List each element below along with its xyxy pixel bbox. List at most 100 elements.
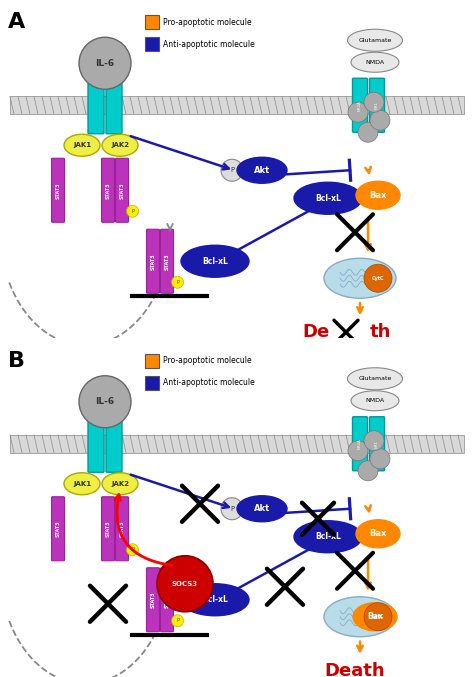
Text: JAK2: JAK2	[111, 142, 129, 148]
Text: P: P	[131, 209, 134, 214]
Text: P: P	[230, 506, 234, 512]
Text: STAT3: STAT3	[106, 521, 110, 537]
FancyBboxPatch shape	[353, 79, 367, 132]
Circle shape	[348, 102, 368, 123]
Text: Pro-apoptotic molecule: Pro-apoptotic molecule	[163, 356, 252, 366]
Text: NR1: NR1	[375, 102, 379, 109]
Text: Bcl-xL: Bcl-xL	[315, 194, 341, 202]
Circle shape	[221, 159, 243, 181]
Ellipse shape	[356, 181, 400, 209]
Circle shape	[370, 110, 390, 130]
Text: STAT3: STAT3	[151, 592, 155, 608]
Text: NR1: NR1	[375, 440, 379, 447]
Circle shape	[79, 37, 131, 89]
Ellipse shape	[294, 521, 362, 552]
Circle shape	[364, 431, 384, 451]
Text: JAK2: JAK2	[111, 481, 129, 487]
Bar	[10, 435, 464, 453]
Circle shape	[79, 376, 131, 428]
Text: STAT3: STAT3	[119, 182, 125, 198]
Ellipse shape	[347, 368, 402, 390]
FancyBboxPatch shape	[106, 415, 122, 473]
FancyBboxPatch shape	[88, 77, 104, 134]
Text: CytC: CytC	[372, 276, 384, 281]
Ellipse shape	[351, 391, 399, 411]
Text: De: De	[303, 323, 330, 341]
FancyBboxPatch shape	[116, 158, 128, 222]
Text: Glutamate: Glutamate	[358, 38, 392, 43]
Circle shape	[348, 441, 368, 461]
Text: Bcl-xL: Bcl-xL	[315, 532, 341, 541]
Text: STAT3: STAT3	[106, 182, 110, 198]
Text: JAK1: JAK1	[73, 142, 91, 148]
FancyBboxPatch shape	[52, 158, 64, 222]
Text: Akt: Akt	[254, 166, 270, 175]
Circle shape	[157, 556, 213, 612]
Bar	[10, 96, 464, 114]
Text: P: P	[176, 618, 179, 624]
Circle shape	[370, 449, 390, 468]
Circle shape	[358, 123, 378, 142]
Circle shape	[364, 603, 392, 631]
Text: CytC: CytC	[372, 614, 384, 619]
Text: IL-6: IL-6	[95, 397, 115, 406]
Text: STAT3: STAT3	[55, 521, 61, 537]
Ellipse shape	[351, 52, 399, 72]
FancyBboxPatch shape	[106, 77, 122, 134]
FancyBboxPatch shape	[161, 568, 173, 632]
FancyBboxPatch shape	[88, 415, 104, 473]
Ellipse shape	[181, 245, 249, 278]
Text: B: B	[8, 351, 25, 371]
Ellipse shape	[64, 134, 100, 156]
Text: Akt: Akt	[254, 504, 270, 513]
Text: STAT3: STAT3	[164, 253, 170, 269]
Bar	[145, 37, 159, 51]
Circle shape	[364, 92, 384, 112]
FancyBboxPatch shape	[370, 79, 384, 132]
Circle shape	[172, 615, 183, 627]
FancyBboxPatch shape	[116, 497, 128, 561]
Text: NR2A: NR2A	[358, 100, 362, 110]
FancyBboxPatch shape	[101, 497, 115, 561]
Ellipse shape	[237, 496, 287, 522]
FancyBboxPatch shape	[161, 230, 173, 293]
Text: NMDA: NMDA	[365, 398, 384, 403]
Text: NR2A: NR2A	[358, 439, 362, 449]
Ellipse shape	[356, 520, 400, 548]
Bar	[145, 354, 159, 368]
Bar	[145, 16, 159, 29]
Text: STAT3: STAT3	[164, 592, 170, 608]
Ellipse shape	[102, 134, 138, 156]
Text: Bax: Bax	[369, 529, 387, 538]
Ellipse shape	[347, 29, 402, 51]
Text: Anti-apoptotic molecule: Anti-apoptotic molecule	[163, 40, 255, 49]
Text: JAK1: JAK1	[73, 481, 91, 487]
Circle shape	[364, 264, 392, 292]
Ellipse shape	[237, 157, 287, 183]
FancyBboxPatch shape	[101, 158, 115, 222]
Text: Bcl-xL: Bcl-xL	[202, 595, 228, 605]
Text: Death: Death	[325, 661, 385, 677]
Text: Anti-apoptotic molecule: Anti-apoptotic molecule	[163, 378, 255, 387]
Text: STAT3: STAT3	[55, 182, 61, 198]
Ellipse shape	[324, 258, 396, 299]
Text: P: P	[230, 167, 234, 173]
Text: STAT3: STAT3	[151, 253, 155, 269]
Ellipse shape	[294, 182, 362, 214]
Bar	[145, 376, 159, 390]
Ellipse shape	[102, 473, 138, 495]
Text: Bcl-xL: Bcl-xL	[202, 257, 228, 266]
FancyBboxPatch shape	[353, 417, 367, 471]
Ellipse shape	[181, 584, 249, 616]
Circle shape	[127, 544, 138, 556]
FancyBboxPatch shape	[370, 417, 384, 471]
Ellipse shape	[64, 473, 100, 495]
Ellipse shape	[324, 596, 396, 637]
Text: Pro-apoptotic molecule: Pro-apoptotic molecule	[163, 18, 252, 27]
FancyBboxPatch shape	[52, 497, 64, 561]
Text: SOCS3: SOCS3	[172, 581, 198, 587]
Ellipse shape	[353, 603, 397, 631]
Text: P: P	[131, 547, 134, 552]
Text: P: P	[176, 280, 179, 285]
Text: A: A	[8, 12, 25, 32]
